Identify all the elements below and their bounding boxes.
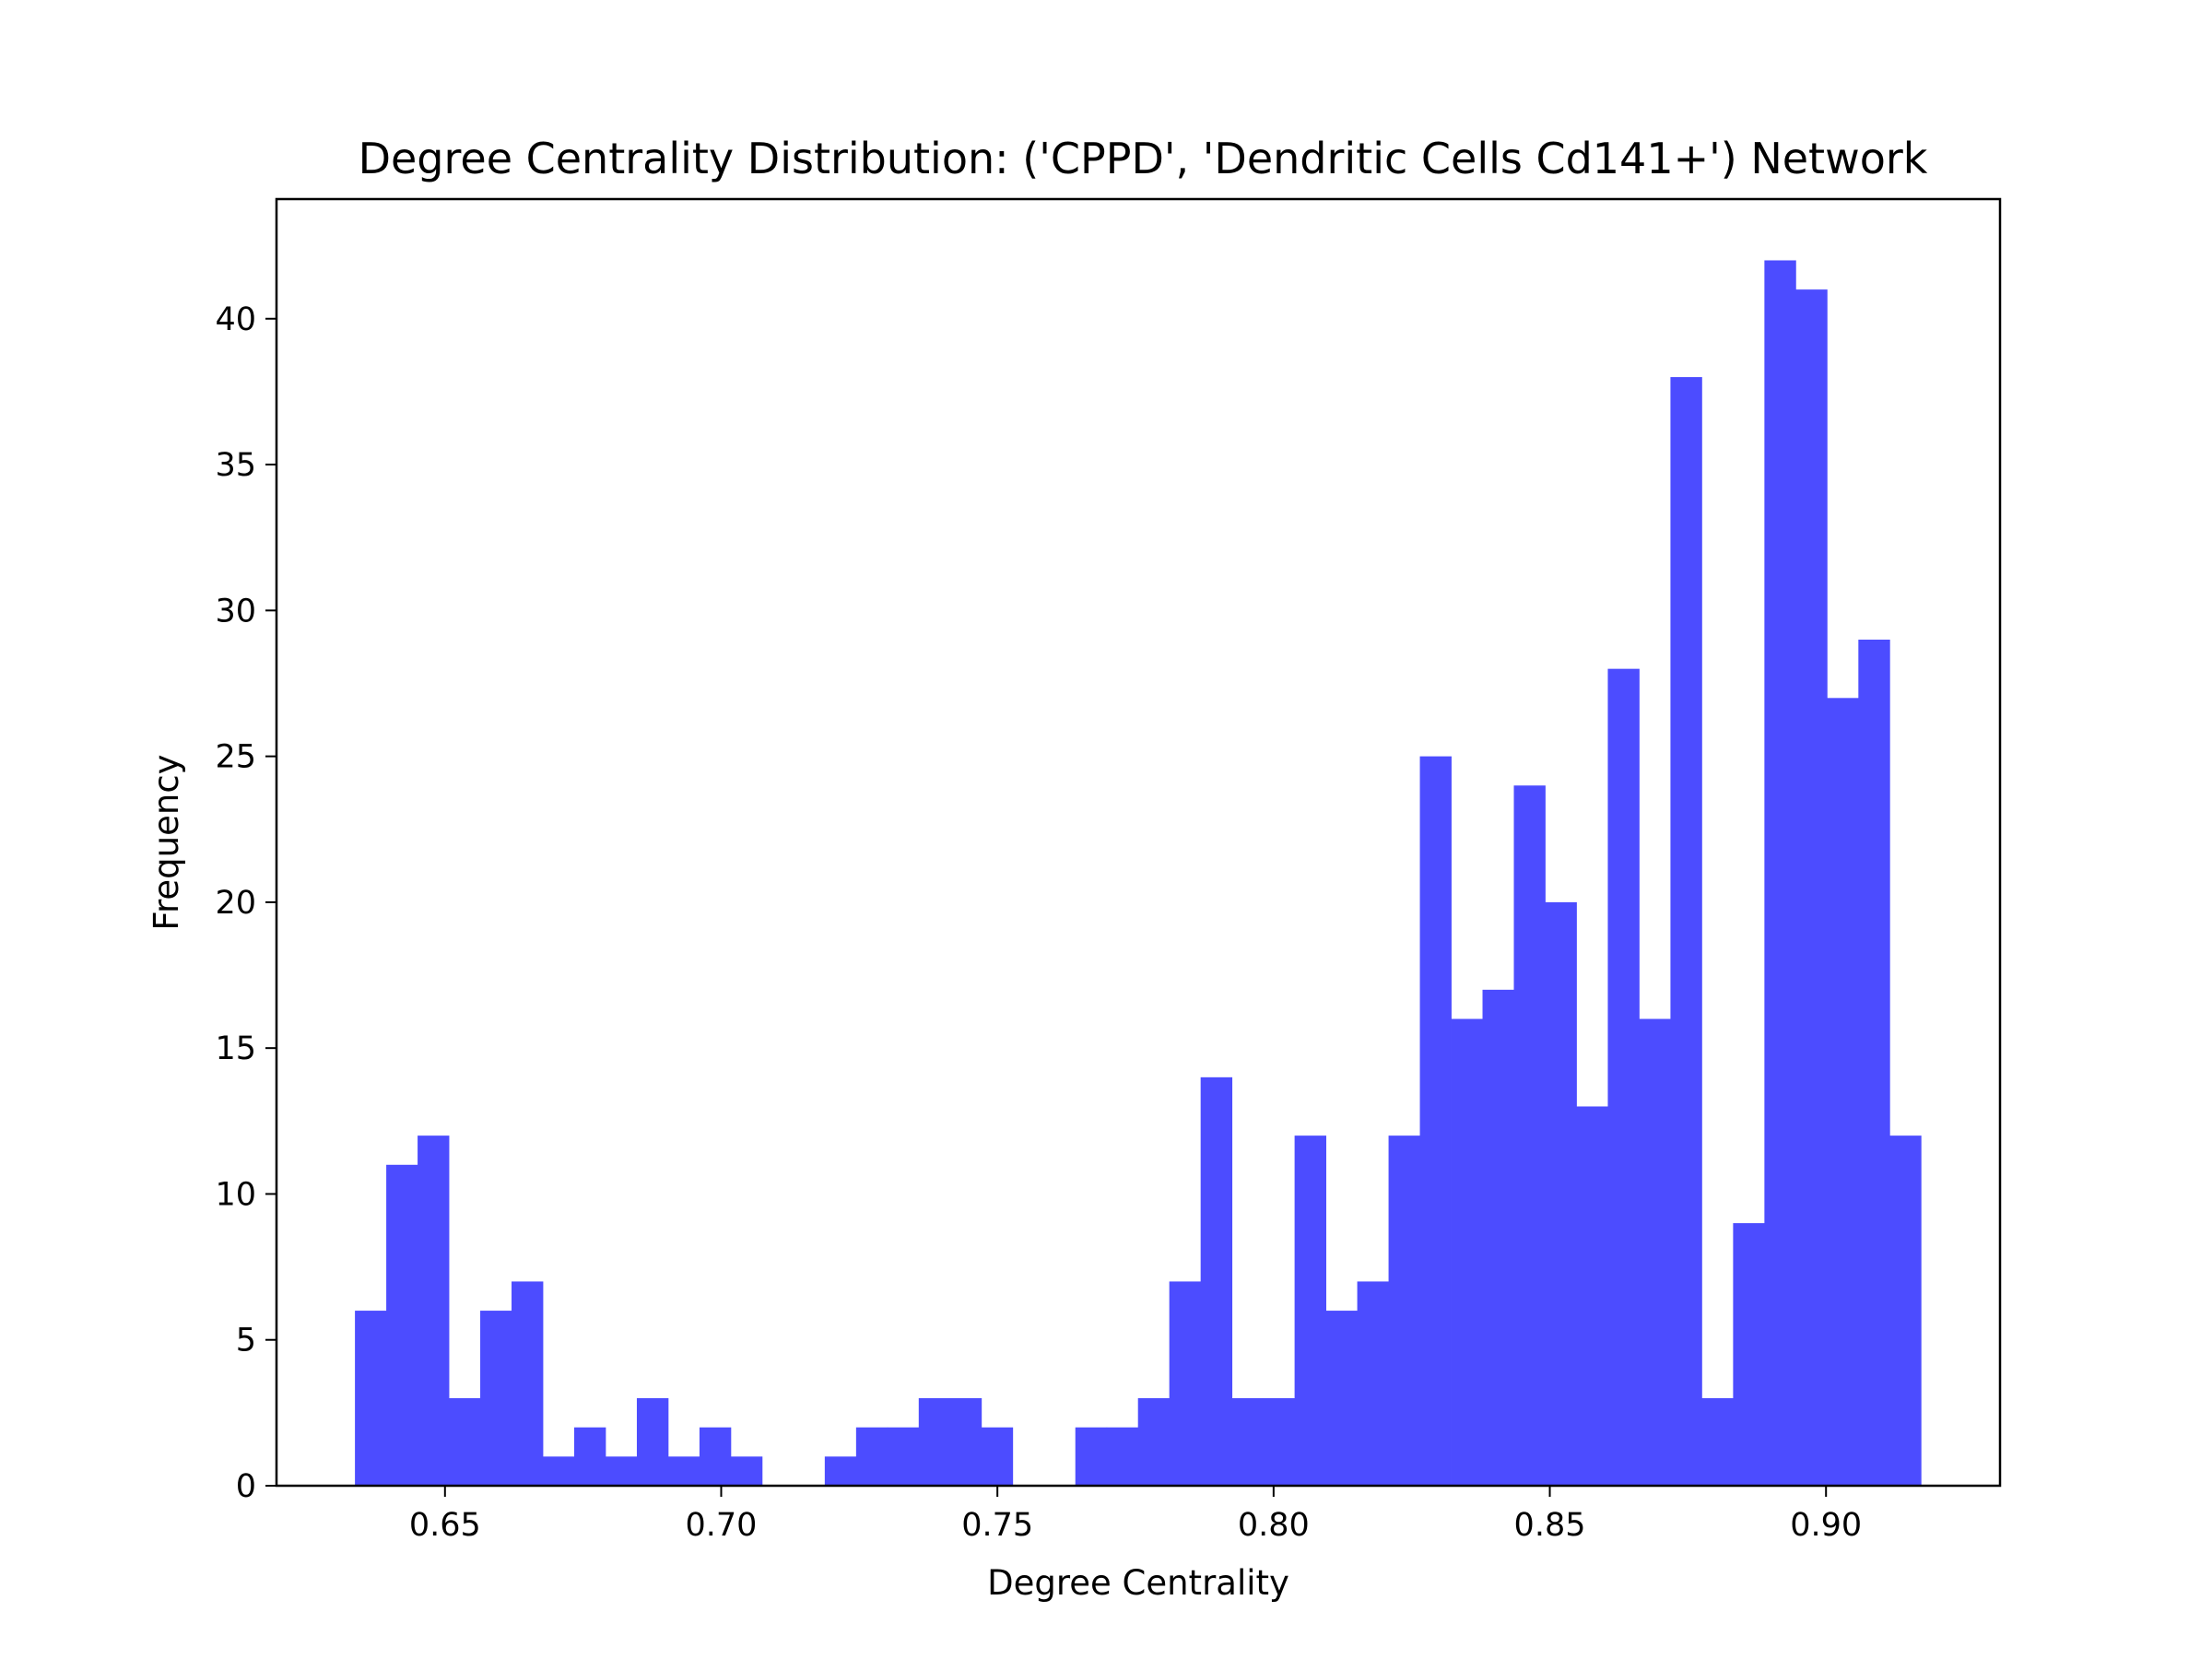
- histogram-bar: [1169, 1281, 1202, 1486]
- histogram-bar: [1639, 1018, 1671, 1486]
- x-tick-label: 0.65: [409, 1507, 481, 1544]
- x-axis-ticks: 0.65 0.70 0.75 0.80 0.85 0.90: [409, 1486, 1862, 1544]
- histogram-bar: [824, 1456, 857, 1486]
- x-tick-label: 0.85: [1514, 1507, 1586, 1544]
- histogram-bar: [1827, 698, 1859, 1486]
- histogram-bar: [1388, 1135, 1420, 1486]
- y-tick-label: 10: [215, 1176, 256, 1213]
- histogram-bar: [1607, 668, 1640, 1486]
- y-tick-label: 20: [215, 885, 256, 922]
- histogram-bar: [1733, 1223, 1765, 1486]
- histogram-bar: [1451, 1018, 1483, 1486]
- histogram-bar: [1075, 1427, 1108, 1486]
- histogram-bar: [1482, 989, 1514, 1486]
- y-tick-label: 5: [236, 1323, 256, 1359]
- x-tick-label: 0.70: [686, 1507, 758, 1544]
- histogram-bar: [1106, 1427, 1139, 1486]
- y-tick-label: 0: [236, 1468, 256, 1505]
- x-tick-label: 0.75: [961, 1507, 1033, 1544]
- histogram-bar: [1701, 1398, 1734, 1486]
- plot-frame: [275, 197, 2002, 1488]
- y-tick-label: 15: [215, 1030, 256, 1067]
- y-axis-label: Frequency: [147, 754, 186, 930]
- histogram-bar: [1357, 1281, 1389, 1486]
- histogram-bar: [1200, 1077, 1233, 1486]
- histogram-bar: [699, 1427, 732, 1486]
- histogram-bar: [1513, 785, 1546, 1486]
- histogram-bar: [543, 1456, 575, 1486]
- histogram-bar: [386, 1164, 418, 1486]
- histogram-bar: [1294, 1135, 1326, 1486]
- histogram-bar: [1231, 1398, 1265, 1486]
- histogram-bar: [855, 1427, 888, 1486]
- histogram-bar: [355, 1311, 387, 1486]
- histogram-bar: [1263, 1398, 1296, 1486]
- histogram-bar: [1325, 1311, 1358, 1486]
- chart-title: Degree Centrality Distribution: ('CPPD',…: [359, 134, 1928, 183]
- histogram-bar: [1545, 901, 1577, 1486]
- histogram-bar: [1795, 289, 1828, 1486]
- y-tick-label: 35: [215, 447, 256, 484]
- histogram-bar: [1419, 756, 1452, 1486]
- histogram-bar: [981, 1427, 1014, 1486]
- histogram-bar: [1764, 260, 1796, 1487]
- histogram-bar: [636, 1398, 669, 1486]
- histogram-bar: [605, 1456, 638, 1486]
- histogram-bar: [480, 1311, 512, 1486]
- histogram-bar: [1137, 1398, 1171, 1486]
- histogram-bars: [355, 260, 1922, 1487]
- histogram-bar: [918, 1398, 951, 1486]
- histogram-bar: [512, 1281, 544, 1486]
- histogram-bar: [887, 1427, 920, 1486]
- histogram-bar: [1889, 1135, 1922, 1486]
- histogram-bar: [949, 1398, 982, 1486]
- histogram-bar: [449, 1398, 481, 1486]
- x-tick-label: 0.80: [1238, 1507, 1310, 1544]
- y-tick-label: 40: [215, 301, 256, 338]
- y-tick-label: 25: [215, 739, 256, 776]
- histogram-bar: [667, 1456, 700, 1486]
- y-tick-label: 30: [215, 593, 256, 629]
- histogram-bar: [573, 1427, 606, 1486]
- y-axis-ticks: 0 5 10 15 20 25 30 35 40: [215, 301, 276, 1505]
- histogram-bar: [1670, 377, 1702, 1487]
- histogram-bar: [730, 1456, 763, 1486]
- x-tick-label: 0.90: [1790, 1507, 1862, 1544]
- x-axis-label: Degree Centrality: [987, 1563, 1289, 1603]
- histogram-bar: [418, 1135, 450, 1486]
- histogram-bar: [1858, 640, 1890, 1486]
- histogram-bar: [1576, 1106, 1608, 1486]
